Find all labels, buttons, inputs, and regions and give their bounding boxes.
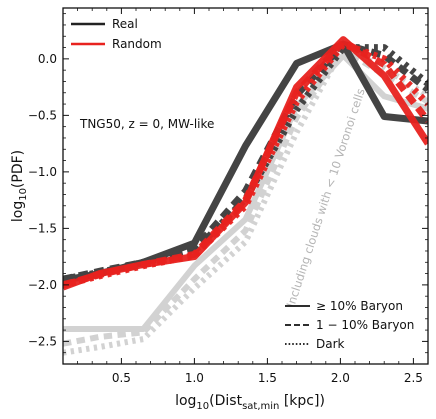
y-tick-label: −1.5 [28,221,57,235]
legend-style-label: ≥ 10% Baryon [316,299,403,313]
legend-style-label: 1 − 10% Baryon [316,318,414,332]
x-tick-label: 2.5 [404,371,423,385]
x-tick-label: 0.5 [112,371,131,385]
y-tick-label: −0.5 [28,108,57,122]
series-line-cells-solid [63,52,428,332]
annotation-label: TNG50, z = 0, MW-like [79,117,214,131]
legend-style: ≥ 10% Baryon 1 − 10% Baryon Dark [285,299,414,351]
x-tick-label: 2.0 [331,371,350,385]
x-tick-label: 1.0 [185,371,204,385]
series-layer [63,36,428,356]
legend-style-label: Dark [316,337,345,351]
x-tick-label: 1.5 [258,371,277,385]
plot-frame [62,7,429,365]
y-tick-label: −2.5 [28,334,57,348]
legend-color: Real Random [71,17,162,51]
y-axis-title: log10(PDF) [10,150,29,222]
legend-entry-label: Real [112,17,138,31]
y-tick-label: −2.0 [28,278,57,292]
ticks-layer: 0.5 1.0 1.5 2.0 2.5 0.0 −0.5 −1.0 −1.5 −2.0 −2.5 [28,8,428,385]
x-axis-title: log10(Distsat,min [kpc]) [175,393,325,412]
legend-entry-label: Random [112,37,162,51]
y-tick-label: −1.0 [28,165,57,179]
y-tick-label: 0.0 [38,52,57,66]
